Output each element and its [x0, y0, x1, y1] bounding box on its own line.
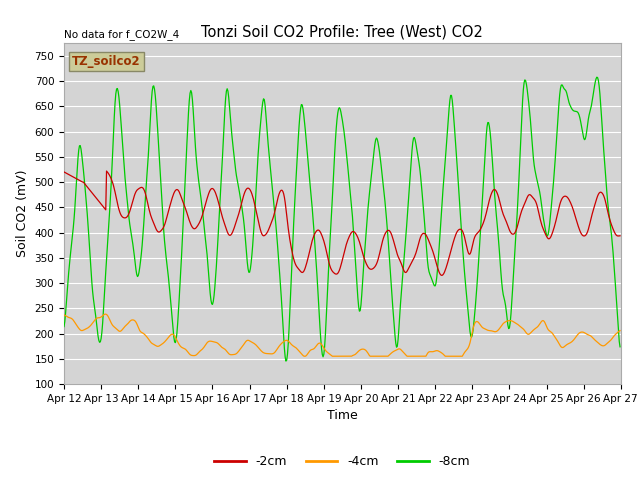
Y-axis label: Soil CO2 (mV): Soil CO2 (mV)	[16, 170, 29, 257]
Legend: -2cm, -4cm, -8cm: -2cm, -4cm, -8cm	[209, 450, 476, 473]
X-axis label: Time: Time	[327, 409, 358, 422]
Text: TZ_soilco2: TZ_soilco2	[72, 55, 141, 68]
Text: No data for f_CO2W_4: No data for f_CO2W_4	[64, 29, 179, 40]
Title: Tonzi Soil CO2 Profile: Tree (West) CO2: Tonzi Soil CO2 Profile: Tree (West) CO2	[202, 24, 483, 39]
